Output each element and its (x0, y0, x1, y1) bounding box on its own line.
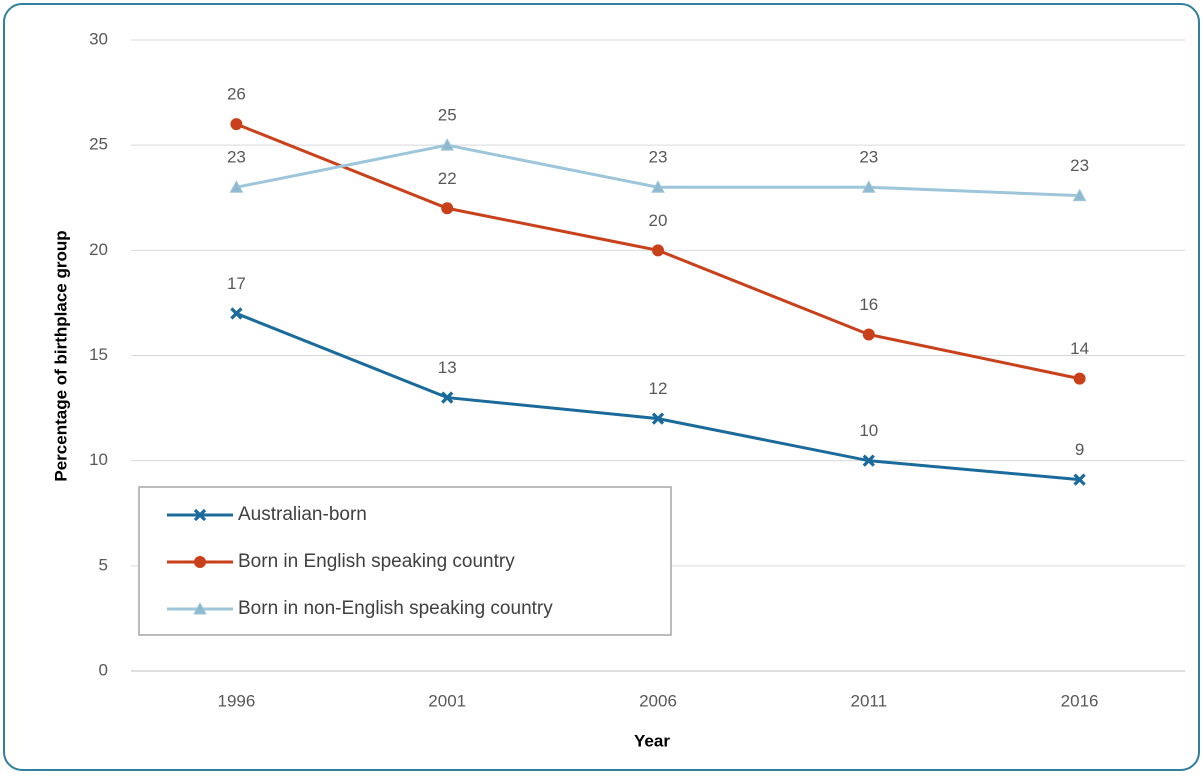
data-label: 12 (649, 379, 668, 398)
data-label: 14 (1070, 339, 1089, 358)
marker (193, 601, 207, 615)
frame (3, 3, 1200, 771)
legend-label: Born in English speaking country (238, 551, 515, 572)
x-tick-label: 1996 (217, 691, 255, 710)
legend-label: Australian-born (238, 504, 367, 525)
data-label: 9 (1075, 440, 1084, 459)
x-tick-label: 2016 (1061, 691, 1099, 710)
data-label: 20 (649, 211, 668, 230)
marker (441, 202, 454, 215)
marker (229, 180, 244, 193)
marker (230, 307, 243, 320)
marker (194, 556, 206, 568)
y-tick-label: 30 (89, 29, 108, 48)
marker (652, 244, 664, 257)
data-label: 23 (859, 148, 878, 167)
y-tick-label: 15 (89, 345, 108, 364)
data-label: 23 (1070, 156, 1089, 175)
data-label: 23 (227, 148, 246, 167)
data-label: 26 (227, 85, 246, 104)
marker (230, 118, 243, 131)
data-label: 25 (438, 106, 457, 125)
y-tick-label: 0 (99, 660, 108, 679)
y-tick-label: 5 (99, 555, 108, 574)
x-tick-label: 2011 (851, 691, 888, 710)
y-axis-label: Percentage of birthplace group (51, 230, 70, 481)
legend-label: Born in non-English speaking country (238, 598, 553, 619)
y-tick-label: 10 (89, 450, 108, 469)
marker (651, 412, 665, 425)
data-label: 17 (227, 274, 246, 293)
marker (651, 180, 665, 193)
x-tick-label: 2001 (428, 691, 466, 710)
data-label: 13 (438, 358, 457, 377)
marker (1073, 372, 1086, 385)
marker (861, 180, 876, 193)
data-label: 22 (438, 169, 457, 188)
marker (441, 391, 454, 404)
marker (862, 454, 875, 467)
marker (193, 508, 207, 522)
x-tick-label: 2006 (639, 691, 677, 710)
marker (440, 138, 455, 151)
y-tick-label: 20 (89, 240, 108, 259)
x-axis-label: Year (634, 731, 670, 750)
y-tick-label: 25 (89, 135, 108, 154)
data-label: 10 (859, 421, 878, 440)
marker (1073, 473, 1086, 486)
data-label: 16 (859, 295, 878, 314)
marker (1072, 188, 1087, 202)
marker (862, 328, 875, 341)
data-label: 23 (649, 148, 668, 167)
